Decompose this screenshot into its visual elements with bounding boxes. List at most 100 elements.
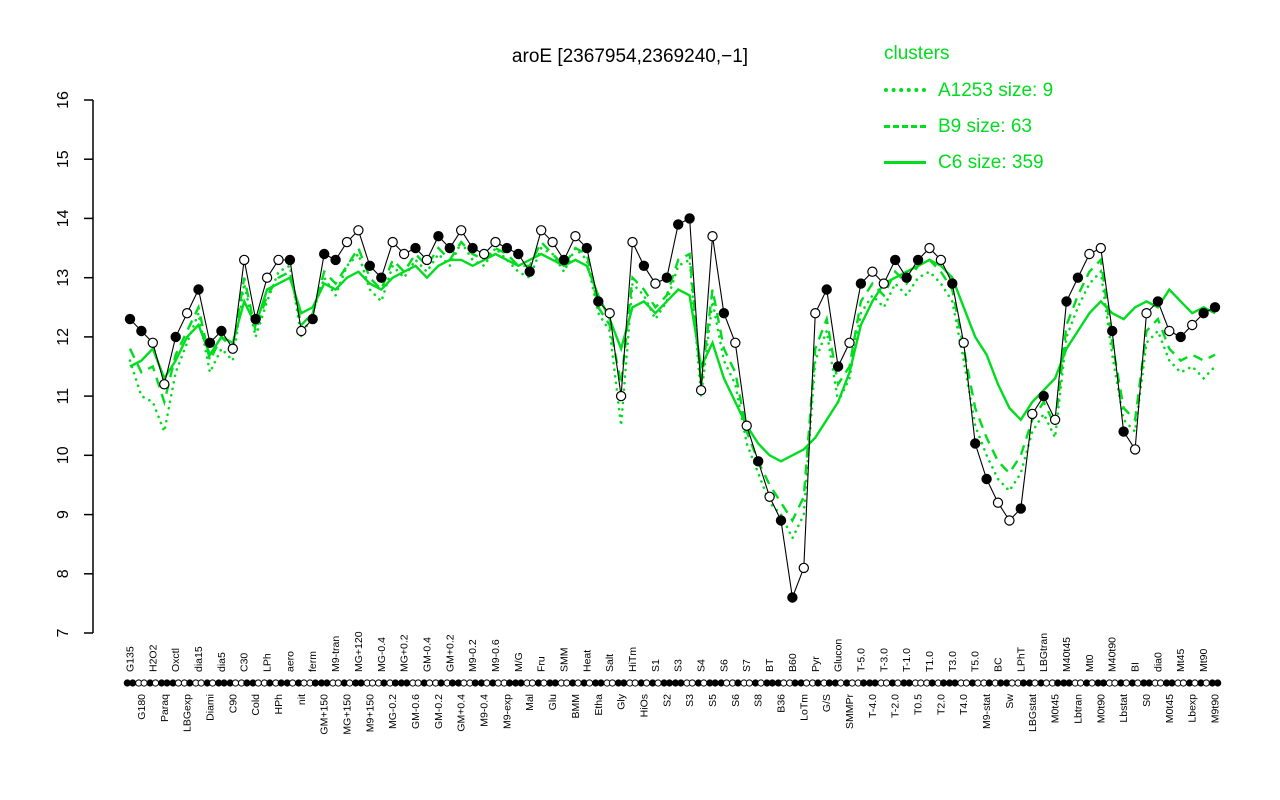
- condition-strip-point: [129, 679, 137, 687]
- condition-label-top: H2O2: [147, 644, 159, 672]
- condition-label-top: MG-0.4: [376, 637, 388, 672]
- data-point-filled: [204, 337, 216, 348]
- condition-strip-point: [1088, 679, 1096, 687]
- condition-label-bottom: Glu: [547, 694, 559, 711]
- data-point-filled: [170, 331, 181, 343]
- condition-label-top: B60: [787, 653, 799, 672]
- data-point-open: [398, 248, 410, 260]
- chart-title: aroE [2367954,2369240,−1]: [511, 46, 749, 67]
- condition-strip-point: [1019, 679, 1028, 687]
- condition-label-bottom: Lbtran: [1072, 694, 1084, 724]
- condition-label-bottom: M9-stat: [981, 694, 993, 729]
- condition-label-bottom: HiOs: [638, 694, 650, 717]
- condition-strip-point: [574, 679, 582, 687]
- legend-title: clusters: [884, 43, 950, 64]
- condition-label-bottom: B36: [776, 694, 788, 713]
- data-point-filled: [981, 473, 992, 485]
- condition-strip-point: [506, 679, 514, 687]
- data-point-open: [536, 225, 547, 236]
- y-tick-label: 7: [55, 628, 72, 637]
- condition-strip-point: [1191, 679, 1199, 687]
- data-point-filled: [307, 313, 318, 325]
- data-point-filled: [753, 456, 764, 467]
- condition-label-bottom: MG+150: [342, 694, 354, 735]
- condition-strip-point: [997, 679, 1005, 687]
- data-point-open: [810, 308, 821, 319]
- data-point-open: [844, 337, 855, 348]
- data-point-open: [878, 278, 890, 289]
- condition-label-top: G135: [125, 646, 137, 672]
- data-point-open: [992, 497, 1004, 508]
- condition-label-bottom: S0: [1141, 694, 1153, 707]
- condition-label-bottom: Etha: [593, 694, 605, 716]
- condition-strip-point: [848, 679, 856, 687]
- condition-strip-point: [894, 679, 902, 687]
- data-point-open: [159, 379, 170, 390]
- condition-strip-point: [974, 679, 982, 687]
- condition-strip-point: [471, 679, 479, 687]
- condition-label-top: LBGtran: [1038, 633, 1050, 672]
- data-point-open: [924, 242, 935, 254]
- condition-label-bottom: BMM: [570, 694, 582, 719]
- condition-strip-point: [1099, 679, 1108, 687]
- data-point-open: [296, 325, 307, 337]
- condition-strip-point: [1031, 679, 1039, 687]
- data-point-filled: [1106, 325, 1118, 337]
- data-point-filled: [890, 254, 901, 266]
- condition-strip-point: [882, 679, 891, 687]
- data-point-open: [604, 308, 615, 319]
- condition-label-bottom: G180: [136, 694, 148, 720]
- condition-label-top: Pyr: [810, 656, 822, 672]
- data-point-filled: [673, 219, 684, 230]
- condition-label-top: M40t90: [1107, 637, 1119, 672]
- condition-label-top: T-1.0: [901, 648, 913, 672]
- data-point-open: [478, 248, 490, 260]
- legend-item-label: A1253 size: 9: [938, 79, 1054, 101]
- condition-label-bottom: Sw: [1004, 694, 1016, 709]
- condition-label-top: Salt: [604, 654, 616, 672]
- condition-strip-point: [163, 679, 171, 687]
- condition-strip-point: [905, 679, 913, 687]
- y-tick-label: 13: [55, 269, 72, 287]
- condition-strip-point: [1054, 679, 1062, 687]
- condition-strip-point: [403, 679, 411, 687]
- data-point-filled: [524, 266, 535, 277]
- data-point-filled: [1118, 426, 1129, 437]
- data-point-filled: [1152, 296, 1164, 307]
- condition-strip-point: [711, 679, 719, 687]
- condition-label-top: Oxctl: [170, 648, 182, 672]
- condition-strip-point: [448, 679, 457, 687]
- condition-strip-point: [528, 679, 537, 687]
- condition-label-bottom: Cold: [250, 694, 262, 716]
- data-point-filled: [124, 313, 136, 325]
- condition-label-top: MG+120: [353, 631, 365, 672]
- data-point-open: [958, 337, 969, 348]
- y-tick-label: 14: [55, 209, 72, 227]
- dashed-line-icon: [884, 124, 926, 128]
- condition-strip-point: [277, 679, 285, 687]
- data-point-open: [238, 254, 250, 266]
- condition-label-bottom: S8: [753, 694, 765, 707]
- condition-strip-point: [951, 679, 959, 687]
- dotted-line-icon: [884, 88, 926, 92]
- condition-strip-point: [243, 679, 251, 687]
- data-point-filled: [444, 242, 455, 254]
- condition-label-top: aero: [284, 651, 296, 672]
- data-point-filled: [912, 254, 924, 266]
- data-point-filled: [970, 438, 981, 449]
- data-point-open: [456, 225, 467, 236]
- data-point-filled: [410, 242, 421, 254]
- condition-label-bottom: C90: [227, 694, 239, 713]
- condition-label-bottom: M9-exp: [501, 694, 513, 729]
- condition-label-top: Glucon: [833, 639, 845, 672]
- condition-label-top: S4: [696, 659, 708, 672]
- condition-strip-point: [1122, 679, 1130, 687]
- condition-label-top: T3.0: [947, 651, 959, 672]
- condition-label-top: MG+0.2: [399, 634, 411, 672]
- condition-label-top: GM-0.4: [421, 637, 433, 672]
- condition-strip-point: [802, 679, 811, 687]
- data-point-open: [421, 254, 433, 266]
- data-point-filled: [330, 254, 341, 266]
- data-point-filled: [319, 248, 330, 260]
